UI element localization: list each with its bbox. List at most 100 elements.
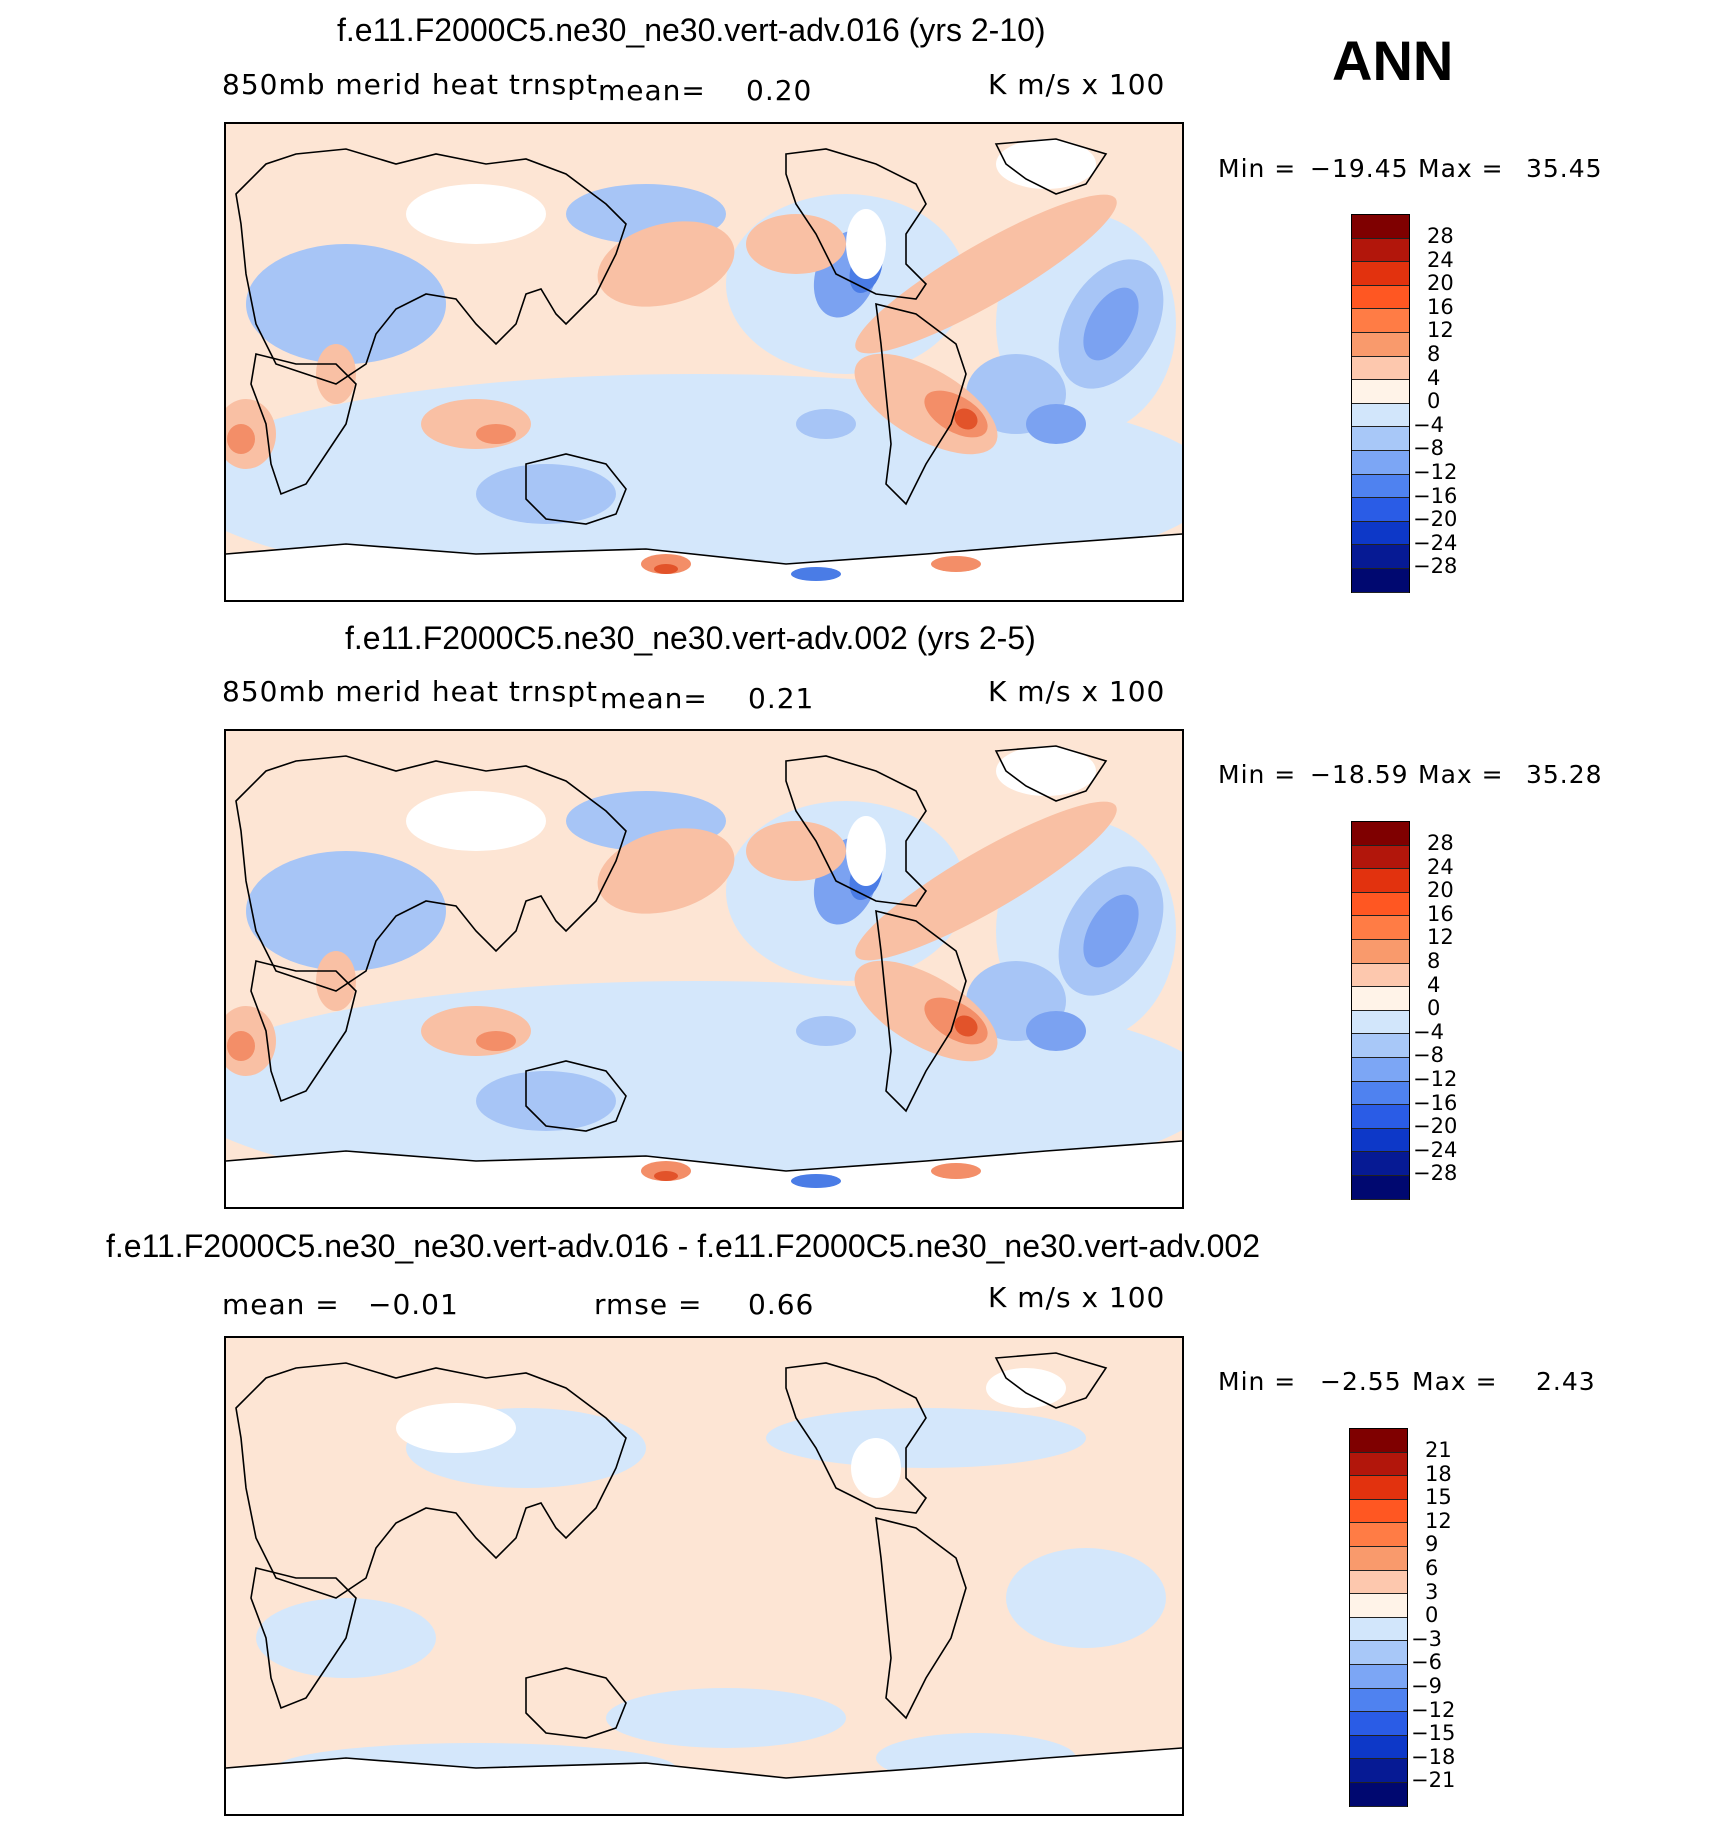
colorbar-swatch bbox=[1352, 380, 1409, 404]
panel1-units: K m/s x 100 bbox=[988, 68, 1166, 101]
colorbar-swatch bbox=[1352, 892, 1409, 917]
colorbar-tick-label: 24 bbox=[1427, 854, 1454, 879]
panel1-variable: 850mb merid heat trnspt bbox=[222, 68, 598, 101]
panel1-max-label: Max = bbox=[1418, 154, 1504, 183]
colorbar-swatch bbox=[1352, 332, 1409, 357]
colorbar-swatch bbox=[1350, 1570, 1407, 1595]
panel1-title: f.e11.F2000C5.ne30_ne30.vert-adv.016 (yr… bbox=[337, 12, 1046, 48]
panel3-units: K m/s x 100 bbox=[988, 1281, 1166, 1314]
panel2-title: f.e11.F2000C5.ne30_ne30.vert-adv.002 (yr… bbox=[345, 620, 1036, 656]
colorbar-tick-label: 28 bbox=[1427, 224, 1454, 248]
panel3-min-label: Min = bbox=[1218, 1367, 1297, 1396]
colorbar-swatch bbox=[1352, 1105, 1409, 1129]
colorbar-swatch bbox=[1350, 1452, 1407, 1477]
colorbar-tick-label: 15 bbox=[1425, 1485, 1452, 1510]
colorbar-swatch bbox=[1350, 1476, 1407, 1500]
panel2-mean-value: 0.21 bbox=[748, 682, 815, 715]
colorbar-tick-label: −12 bbox=[1413, 1067, 1458, 1091]
colorbar-tick-label: −28 bbox=[1413, 1161, 1458, 1186]
colorbar-swatch bbox=[1352, 568, 1409, 593]
panel1-mean-value: 0.20 bbox=[746, 74, 813, 107]
colorbar-swatch bbox=[1352, 450, 1409, 475]
colorbar-swatch bbox=[1352, 987, 1409, 1011]
panel2-map bbox=[224, 729, 1184, 1209]
panel1-mean-label: mean= bbox=[598, 74, 706, 107]
colorbar-swatch bbox=[1352, 1175, 1409, 1200]
colorbar-swatch bbox=[1352, 498, 1409, 522]
panel2-max-value: 35.28 bbox=[1526, 760, 1603, 789]
colorbar-swatch bbox=[1350, 1759, 1407, 1783]
colorbar-tick-label: 20 bbox=[1427, 271, 1454, 296]
colorbar-tick-label: 9 bbox=[1425, 1532, 1439, 1557]
colorbar-tick-label: 12 bbox=[1427, 318, 1454, 343]
colorbar-tick-label: 20 bbox=[1427, 878, 1454, 903]
colorbar-tick-label: 4 bbox=[1427, 972, 1441, 997]
panel3-rmse-value: 0.66 bbox=[748, 1288, 815, 1321]
colorbar-swatch bbox=[1350, 1641, 1407, 1665]
colorbar-swatch bbox=[1352, 1128, 1409, 1153]
season-label: ANN bbox=[1332, 29, 1454, 92]
colorbar-tick-label: −16 bbox=[1413, 483, 1458, 508]
colorbar-tick-label: −8 bbox=[1413, 436, 1444, 461]
colorbar-tick-label: −9 bbox=[1411, 1674, 1442, 1698]
panel2-min-label: Min = bbox=[1218, 760, 1297, 789]
panel3-title: f.e11.F2000C5.ne30_ne30.vert-adv.016 - f… bbox=[106, 1228, 1260, 1264]
panel1-colorbar bbox=[1351, 214, 1410, 593]
colorbar-swatch bbox=[1352, 427, 1409, 451]
colorbar-swatch bbox=[1352, 238, 1409, 263]
colorbar-swatch bbox=[1352, 521, 1409, 546]
panel2-min-value: −18.59 bbox=[1310, 760, 1409, 789]
panel3-mean-label: mean = bbox=[222, 1288, 340, 1321]
colorbar-tick-label: −12 bbox=[1411, 1697, 1456, 1722]
colorbar-swatch bbox=[1352, 309, 1409, 333]
colorbar-tick-label: −28 bbox=[1413, 554, 1458, 579]
panel3-mean-value: −0.01 bbox=[368, 1288, 459, 1321]
colorbar-tick-label: −4 bbox=[1413, 412, 1444, 437]
panel3-map bbox=[224, 1336, 1184, 1816]
panel1-min-label: Min = bbox=[1218, 154, 1297, 183]
colorbar-swatch bbox=[1352, 215, 1409, 239]
colorbar-tick-label: −20 bbox=[1413, 507, 1458, 532]
colorbar-tick-label: 0 bbox=[1425, 1603, 1439, 1628]
colorbar-swatch bbox=[1352, 1034, 1409, 1058]
colorbar-tick-label: 3 bbox=[1425, 1579, 1439, 1604]
panel2-variable: 850mb merid heat trnspt bbox=[222, 675, 598, 708]
colorbar-tick-label: −18 bbox=[1411, 1744, 1456, 1769]
colorbar-swatch bbox=[1352, 845, 1409, 870]
colorbar-swatch bbox=[1352, 403, 1409, 428]
panel3-field bbox=[226, 1352, 1182, 1814]
colorbar-swatch bbox=[1352, 285, 1409, 310]
colorbar-swatch bbox=[1352, 1057, 1409, 1082]
colorbar-swatch bbox=[1352, 822, 1409, 846]
panel2-colorbar bbox=[1351, 821, 1410, 1200]
colorbar-tick-label: 4 bbox=[1427, 365, 1441, 390]
colorbar-tick-label: 12 bbox=[1427, 925, 1454, 950]
panel3-min-value: −2.55 bbox=[1320, 1367, 1402, 1396]
panel3-max-label: Max = bbox=[1412, 1367, 1498, 1396]
colorbar-swatch bbox=[1350, 1594, 1407, 1618]
colorbar-tick-label: 12 bbox=[1425, 1508, 1452, 1533]
panel2-field bbox=[226, 745, 1182, 1207]
colorbar-tick-label: 16 bbox=[1427, 294, 1454, 319]
colorbar-tick-label: 8 bbox=[1427, 342, 1441, 366]
colorbar-tick-label: −3 bbox=[1411, 1626, 1442, 1651]
colorbar-tick-label: 18 bbox=[1425, 1461, 1452, 1486]
colorbar-tick-label: 24 bbox=[1427, 247, 1454, 272]
colorbar-swatch bbox=[1350, 1712, 1407, 1736]
colorbar-tick-label: 16 bbox=[1427, 901, 1454, 926]
colorbar-swatch bbox=[1352, 545, 1409, 569]
panel1-max-value: 35.45 bbox=[1526, 154, 1603, 183]
colorbar-swatch bbox=[1352, 262, 1409, 286]
colorbar-swatch bbox=[1352, 869, 1409, 893]
colorbar-tick-label: −15 bbox=[1411, 1721, 1456, 1746]
colorbar-swatch bbox=[1352, 1010, 1409, 1035]
colorbar-swatch bbox=[1352, 474, 1409, 499]
colorbar-tick-label: −20 bbox=[1413, 1114, 1458, 1139]
colorbar-tick-label: −24 bbox=[1413, 1137, 1458, 1162]
colorbar-tick-label: 21 bbox=[1425, 1438, 1452, 1462]
colorbar-tick-label: 6 bbox=[1425, 1556, 1439, 1580]
panel2-mean-label: mean= bbox=[600, 682, 708, 715]
colorbar-swatch bbox=[1350, 1782, 1407, 1807]
panel3-max-value: 2.43 bbox=[1536, 1367, 1596, 1396]
colorbar-swatch bbox=[1350, 1735, 1407, 1760]
